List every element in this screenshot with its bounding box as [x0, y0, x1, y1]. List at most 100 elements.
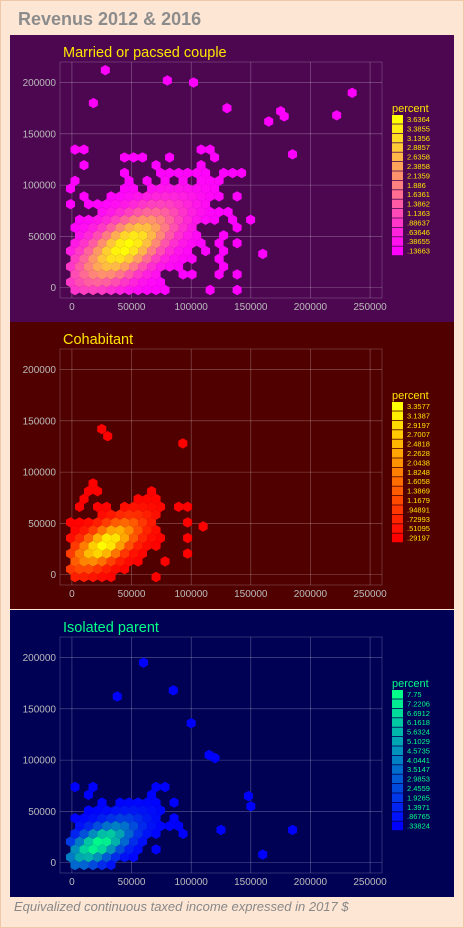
hexbin-cell — [183, 532, 193, 544]
hexbin-cell — [160, 238, 170, 249]
hexbin-cell — [106, 269, 116, 280]
legend-label: .51095 — [407, 524, 430, 533]
hexbin-cell — [66, 548, 76, 559]
chart-svg: Cohabitant 0 50000 100000 150000 200000 250000… — [23, 332, 430, 600]
hexbin-cell — [88, 238, 98, 249]
hexbin-cell — [70, 540, 80, 551]
x-tick-label: 0 — [69, 302, 75, 313]
hexbin-cell — [93, 548, 103, 559]
y-tick-label: 200000 — [23, 653, 57, 664]
legend-swatch — [392, 115, 403, 124]
legend-label: 1.886 — [407, 181, 426, 190]
hexbin-cell — [169, 191, 179, 202]
x-tick-label: 150000 — [234, 302, 268, 313]
hexbin-cell — [93, 805, 103, 816]
hexbin-cell — [174, 167, 184, 179]
legend-label: 2.0438 — [407, 458, 430, 467]
hexbin-cell — [129, 261, 139, 272]
x-tick-label: 100000 — [174, 877, 208, 888]
hexbin-cell — [75, 230, 85, 241]
hexbin-cell — [156, 261, 166, 272]
hexbin-cell — [142, 540, 152, 551]
hexbin-cell — [111, 199, 121, 210]
hexbin-cell — [142, 813, 152, 824]
hexbin-cell — [142, 797, 152, 808]
legend-label: 2.7007 — [407, 430, 430, 439]
hexbin-cell — [347, 87, 357, 98]
hexbin-cell — [332, 110, 342, 121]
hexbin-cell — [138, 805, 148, 816]
hexbin-cell — [97, 206, 107, 218]
hexbin-cell — [174, 183, 184, 194]
legend-swatch — [392, 162, 403, 171]
hexbin-cell — [151, 813, 161, 824]
legend-label: 2.3858 — [407, 162, 430, 171]
hexbin-cell — [115, 525, 125, 536]
hexbin-cell — [210, 752, 220, 764]
panel-title: Isolated parent — [63, 620, 159, 636]
hexbin-cell — [97, 238, 107, 249]
legend-label: 3.6364 — [407, 115, 430, 124]
hexbin-cell — [129, 152, 139, 163]
hexbin-cell — [210, 214, 220, 225]
hexbin-cell — [232, 222, 242, 233]
legend-swatch — [392, 218, 403, 227]
legend-label: 2.9197 — [407, 421, 430, 430]
hexbin-cell — [84, 199, 94, 210]
hexbin-cell — [138, 277, 148, 288]
y-tick-label: 200000 — [23, 365, 57, 376]
hexbin-cell — [93, 564, 103, 575]
hexbin-cell — [75, 836, 85, 847]
hexbin-cell — [84, 548, 94, 559]
hexbin-cell — [183, 214, 193, 225]
legend-swatch — [392, 496, 403, 505]
hexbin-cell — [147, 805, 157, 816]
hexbin-cell — [111, 852, 121, 863]
hexbin-cell — [192, 183, 202, 194]
hexbin-cell — [79, 556, 89, 567]
hexbin-cell — [93, 836, 103, 847]
hexbin-cell — [178, 253, 188, 264]
hexbin-cell — [102, 214, 112, 225]
hexbin-cell — [156, 501, 166, 512]
hexbin-cell — [138, 548, 148, 559]
x-tick-label: 50000 — [118, 302, 146, 313]
hexbin-cell — [66, 245, 76, 257]
hexbin-cell — [178, 191, 188, 202]
hexbin-cell — [70, 828, 80, 839]
hexbin-cell — [120, 564, 130, 575]
hexbin-cell — [147, 517, 157, 528]
hexbin-cell — [142, 222, 152, 233]
hexbin-cell — [111, 548, 121, 559]
legend-swatch — [392, 190, 403, 199]
hexbin-cell — [196, 175, 206, 186]
hexbin-cell — [178, 222, 188, 233]
hexbin-cell — [115, 253, 125, 264]
hexbin-cell — [120, 199, 130, 210]
hexbin-cell — [79, 253, 89, 264]
hexbin-cell — [79, 144, 89, 155]
hexbin-cell — [133, 828, 143, 839]
hexbin-cell — [120, 245, 130, 257]
hexbin-cell — [88, 844, 98, 855]
hexbin-cell — [66, 199, 76, 210]
legend-swatch — [392, 237, 403, 246]
y-tick-label: 150000 — [23, 416, 57, 427]
hexbin-cell — [111, 517, 121, 528]
legend-label: 1.3869 — [407, 487, 430, 496]
legend-label: 2.1359 — [407, 171, 430, 180]
hexbin-cell — [196, 160, 206, 171]
chart-svg: Isolated parent 0 50000 100000 150000 200000 2… — [23, 620, 430, 888]
hexbin-cell — [88, 222, 98, 233]
hexbin-cell — [102, 852, 112, 863]
hexbin-cell — [97, 813, 107, 824]
hexbin-cell — [79, 160, 89, 171]
hexbin-cell — [115, 269, 125, 280]
hexbin-cell — [97, 525, 107, 536]
hexbin-cell — [129, 820, 139, 832]
hexbin-cell — [97, 222, 107, 233]
hexbin-cell — [151, 284, 161, 296]
hexbin-cell — [120, 277, 130, 288]
hexbin-cell — [151, 222, 161, 233]
hexbin-cell — [75, 820, 85, 832]
